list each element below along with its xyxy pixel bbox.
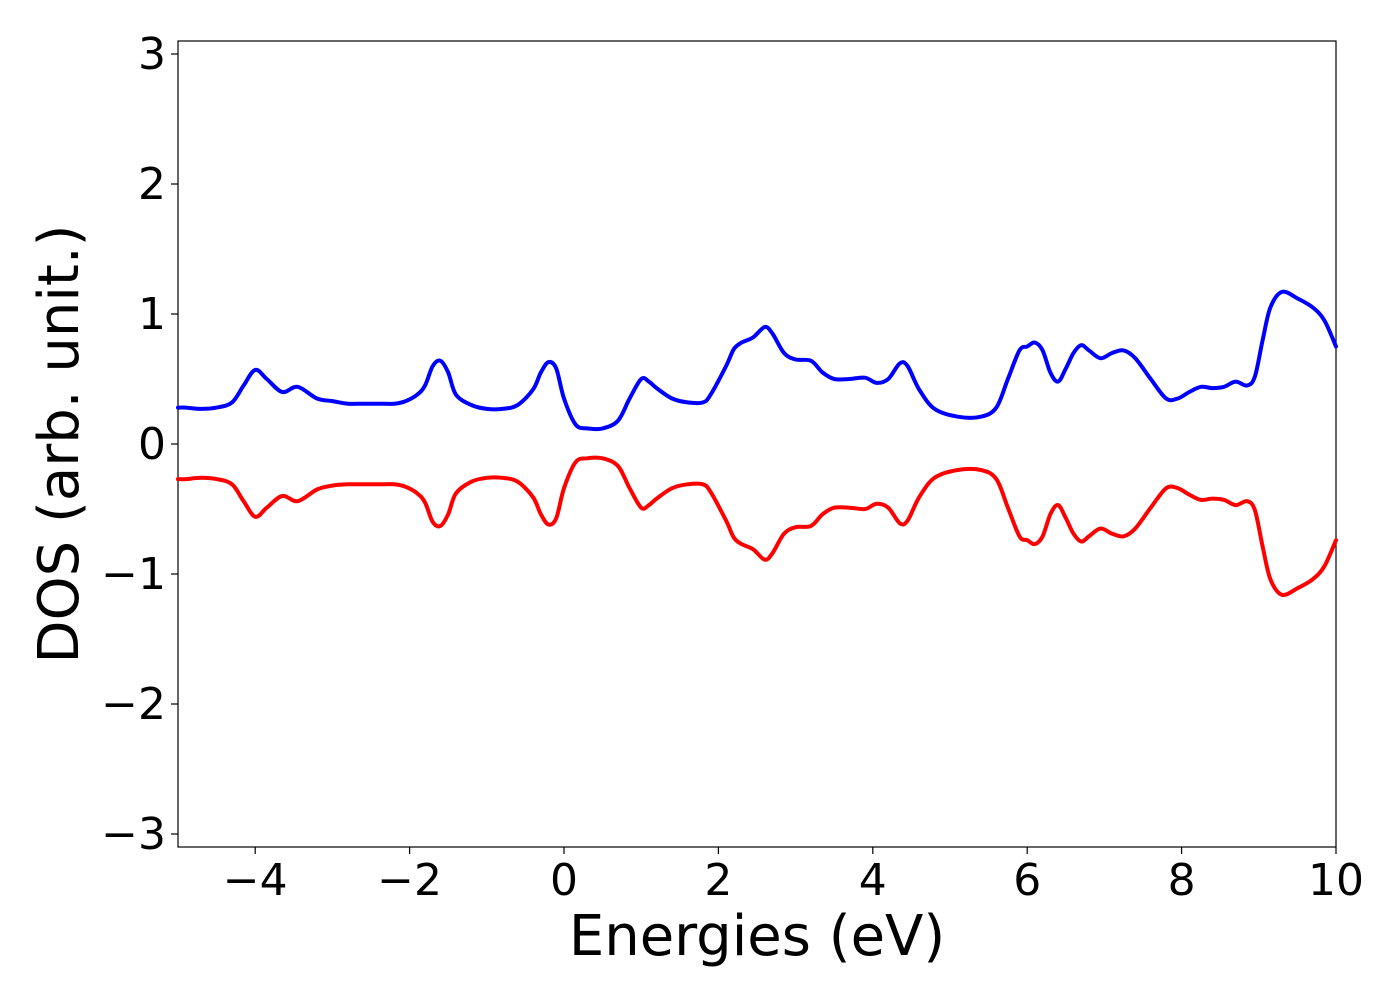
spin-up-dos-line [176, 289, 1338, 432]
x-tick-label: 4 [859, 855, 887, 906]
y-axis-label: DOS (arb. unit.) [27, 224, 92, 663]
y-tick-label: −1 [101, 549, 166, 600]
y-tick-label: −3 [101, 809, 166, 860]
x-tick-label: 2 [704, 855, 732, 906]
y-tick-label: 3 [138, 29, 166, 80]
x-tick-label: 6 [1013, 855, 1041, 906]
x-tick-label: 8 [1168, 855, 1196, 906]
series-lines [176, 289, 1338, 598]
x-tick-label: 10 [1308, 855, 1364, 906]
spin-down-dos-line [176, 455, 1338, 598]
x-axis-label: Energies (eV) [569, 904, 945, 969]
x-tick-label: 0 [550, 855, 578, 906]
y-tick-label: 1 [138, 289, 166, 340]
x-tick-label: −2 [377, 855, 442, 906]
y-tick-label: 2 [138, 159, 166, 210]
x-tick-label: −4 [223, 855, 288, 906]
plot-frame [177, 40, 1337, 848]
y-tick-label: 0 [138, 419, 166, 470]
y-tick-label: −2 [101, 679, 166, 730]
x-axis-ticks: −4 −2 0 2 4 6 8 10 [223, 847, 1364, 906]
y-axis-ticks: −3 −2 −1 0 1 2 3 [101, 29, 178, 860]
